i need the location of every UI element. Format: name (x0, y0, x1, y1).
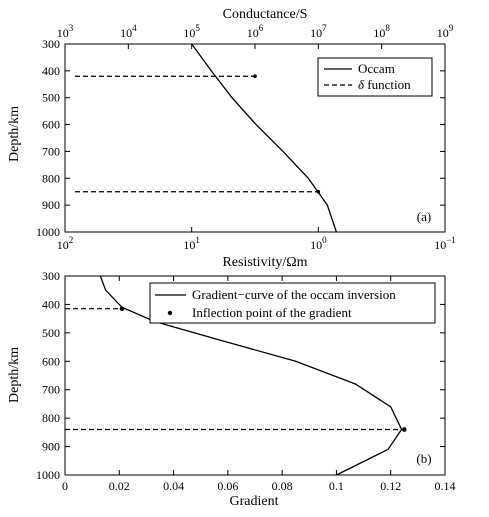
bottom-tick-label-exponent: 2 (69, 235, 74, 245)
x-tick-label: 0 (62, 479, 68, 493)
bottom-tick-label-base: 10 (57, 238, 69, 252)
top-tick-label: 106 (247, 23, 264, 40)
panel-label-b: (b) (416, 451, 431, 466)
top-tick-label-base: 10 (437, 26, 449, 40)
x-tick-labels: 0 0.02 0.04 0.06 0.08 0.1 0.12 0.14 (62, 479, 456, 493)
top-tick-label: 103 (57, 23, 74, 40)
plot-a-frame (64, 43, 446, 233)
legend-delta-label: δ function (358, 77, 411, 92)
top-tick-label-exponent: 7 (322, 23, 327, 33)
y-tick-label: 900 (42, 440, 60, 454)
y-tick-label: 1000 (36, 468, 60, 482)
legend-b: Gradient−curve of the occam inversion In… (149, 282, 436, 324)
top-tick-labels: 103 104 105 106 107 108 109 (57, 23, 454, 40)
y-axis-label: Depth/km (7, 106, 22, 162)
top-tick-label-base: 10 (57, 26, 69, 40)
y-tick-label: 300 (42, 37, 60, 51)
bottom-tick-label-exponent: 1 (195, 235, 200, 245)
legend-delta-symbol: δ (358, 77, 365, 92)
y-tick-label: 700 (42, 144, 60, 158)
x-tick-label: 0.08 (272, 479, 293, 493)
panel-b: 0 0.02 0.04 0.06 0.08 0.1 0.12 0.14 300 400 500 60… (7, 269, 456, 509)
top-tick-label-exponent: 3 (69, 23, 74, 33)
legend-inflection-swatch (167, 310, 173, 316)
inflection-point (401, 427, 407, 432)
top-tick-label: 107 (310, 23, 327, 40)
bottom-tick-label-base: 10 (183, 238, 195, 252)
panel-label-a: (a) (417, 209, 431, 224)
delta-function-end (253, 74, 257, 79)
legend-gradient-label: Gradient−curve of the occam inversion (192, 287, 396, 302)
y-tick-label: 400 (42, 64, 60, 78)
x-tick-label: 0.14 (435, 479, 456, 493)
inflection-point (119, 306, 125, 311)
plot-b-frame (64, 275, 446, 476)
y-tick-labels: 300 400 500 600 700 800 900 1000 (36, 37, 60, 239)
bottom-tick-label: 102 (57, 235, 74, 252)
y-axis-label: Depth/km (7, 347, 22, 403)
panel-a: Conductance/S 103 104 105 106 107 108 109 102 1… (7, 7, 456, 270)
bottom-axis-label: Resistivity/Ωm (222, 255, 307, 270)
bottom-tick-label-base: 10 (310, 238, 322, 252)
x-tick-label: 0.1 (329, 479, 344, 493)
bottom-tick-label-exponent: −1 (446, 235, 456, 245)
top-tick-label-base: 10 (310, 26, 322, 40)
top-tick-label-base: 10 (373, 26, 385, 40)
bottom-tick-label: 101 (183, 235, 200, 252)
legend-a: Occam δ function (317, 57, 433, 97)
y-tick-label: 600 (42, 118, 60, 132)
top-axis-label: Conductance/S (223, 7, 308, 22)
legend-occam-label: Occam (358, 61, 395, 76)
bottom-axis-label: Gradient (230, 494, 279, 509)
top-tick-label-exponent: 6 (259, 23, 264, 33)
y-tick-label: 1000 (36, 225, 60, 239)
top-tick-label-base: 10 (120, 26, 132, 40)
bottom-tick-label: 10−1 (434, 235, 456, 252)
legend-occam-text: Occam (358, 61, 395, 76)
y-tick-label: 600 (42, 354, 60, 368)
delta-function-end (316, 189, 321, 194)
y-tick-label: 500 (42, 91, 60, 105)
x-tick-label: 0.04 (163, 479, 184, 493)
bottom-tick-labels: 102 101 100 10−1 (57, 235, 456, 252)
bottom-tick-label-base: 10 (434, 238, 446, 252)
legend-b-box (149, 282, 436, 324)
top-tick-label-exponent: 8 (385, 23, 390, 33)
y-tick-label: 800 (42, 411, 60, 425)
top-tick-label-exponent: 9 (449, 23, 454, 33)
y-tick-label: 500 (42, 326, 60, 340)
legend-inflection-label: Inflection point of the gradient (192, 305, 352, 320)
y-tick-label: 300 (42, 269, 60, 283)
y-tick-label: 400 (42, 297, 60, 311)
x-tick-label: 0.02 (109, 479, 130, 493)
y-tick-labels: 300 400 500 600 700 800 900 1000 (36, 269, 60, 482)
top-tick-label-exponent: 4 (132, 23, 137, 33)
legend-delta-text: function (364, 77, 411, 92)
x-tick-label: 0.06 (217, 479, 238, 493)
top-tick-label: 104 (120, 23, 137, 40)
occam-line (191, 43, 338, 233)
top-tick-label-base: 10 (183, 26, 195, 40)
top-tick-label: 109 (437, 23, 454, 40)
legend-a-box (317, 57, 433, 97)
bottom-tick-label-exponent: 0 (322, 235, 327, 245)
y-tick-label: 900 (42, 198, 60, 212)
gradient-curve-line (99, 275, 403, 476)
bottom-tick-label: 100 (310, 235, 327, 252)
top-tick-label-exponent: 5 (195, 23, 200, 33)
top-tick-label-base: 10 (247, 26, 259, 40)
top-tick-label: 108 (373, 23, 390, 40)
top-tick-label: 105 (183, 23, 200, 40)
y-tick-label: 800 (42, 171, 60, 185)
x-tick-label: 0.12 (380, 479, 401, 493)
y-tick-label: 700 (42, 383, 60, 397)
